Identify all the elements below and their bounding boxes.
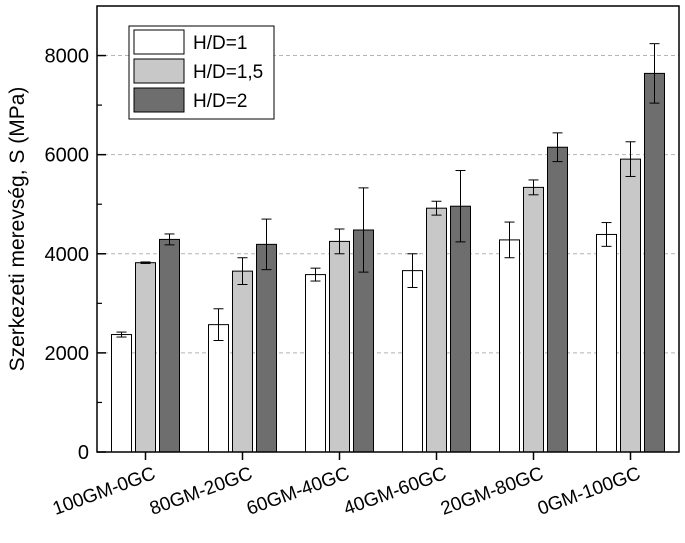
bar bbox=[596, 233, 617, 453]
legend-label: H/D=1,5 bbox=[193, 62, 263, 83]
bar bbox=[547, 146, 568, 453]
y-tick-label: 2000 bbox=[45, 343, 90, 365]
x-tick-label: 80GM-20GC bbox=[147, 463, 255, 520]
bar bbox=[208, 324, 229, 453]
plot-area-frame bbox=[96, 5, 680, 453]
y-axis-title: Szerkezeti merevség, S (MPa) bbox=[6, 87, 29, 372]
bar bbox=[620, 158, 641, 453]
legend-swatch bbox=[133, 87, 185, 113]
bar bbox=[305, 274, 326, 453]
legend-swatch bbox=[133, 58, 185, 84]
bar bbox=[499, 239, 520, 453]
bar bbox=[644, 72, 665, 453]
x-tick-label: 0GM-100GC bbox=[535, 463, 643, 520]
bar bbox=[523, 186, 544, 453]
bar bbox=[329, 240, 350, 453]
x-tick-label: 20GM-80GC bbox=[438, 463, 546, 520]
x-tick-label: 100GM-0GC bbox=[50, 463, 158, 520]
bar bbox=[159, 238, 180, 453]
bar bbox=[135, 262, 156, 453]
bars bbox=[111, 72, 665, 453]
y-axis: 0 2000 4000 6000 8000 bbox=[45, 46, 106, 464]
x-axis: 100GM-0GC80GM-20GC60GM-40GC40GM-60GC20GM… bbox=[50, 452, 643, 520]
bar bbox=[232, 270, 253, 453]
error-bars bbox=[116, 43, 660, 341]
bar bbox=[450, 205, 471, 453]
x-tick-label: 60GM-40GC bbox=[244, 463, 352, 520]
y-tick-label: 4000 bbox=[45, 244, 90, 266]
x-tick-label: 40GM-60GC bbox=[341, 463, 449, 520]
legend-label: H/D=1 bbox=[193, 33, 247, 54]
y-tick-label: 6000 bbox=[45, 145, 90, 167]
legend-label: H/D=2 bbox=[193, 91, 247, 112]
bar bbox=[402, 270, 423, 453]
bar bbox=[256, 243, 277, 453]
legend: H/D=1 H/D=1,5 H/D=2 bbox=[128, 25, 275, 120]
bar bbox=[111, 334, 132, 453]
bar bbox=[426, 207, 447, 453]
y-tick-label: 8000 bbox=[45, 46, 90, 68]
gridlines bbox=[97, 55, 679, 354]
legend-swatch bbox=[133, 29, 185, 55]
y-tick-label: 0 bbox=[78, 442, 89, 464]
